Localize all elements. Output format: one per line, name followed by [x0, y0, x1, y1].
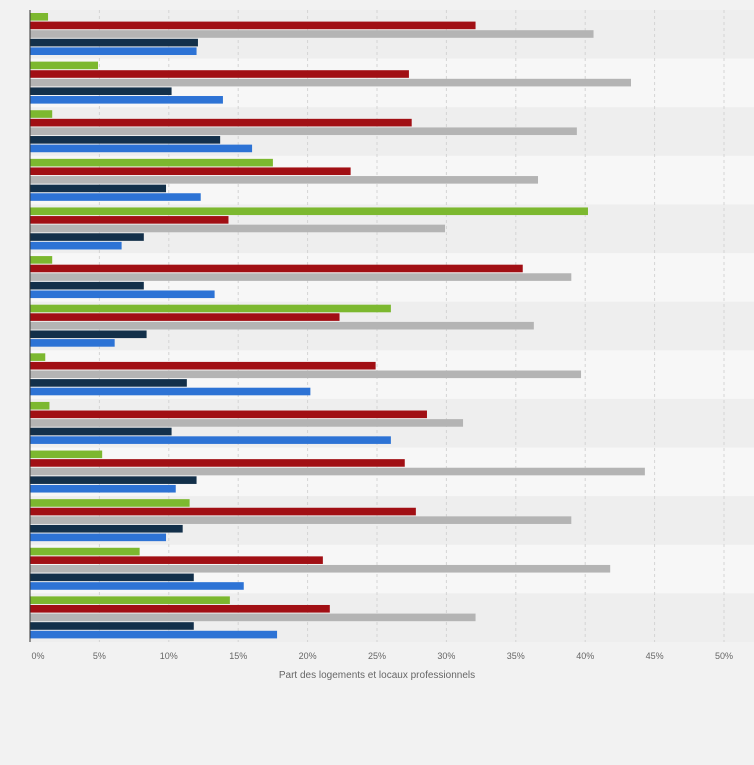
x-tick-label: 20% [299, 651, 317, 661]
bar [30, 61, 99, 70]
bar [30, 313, 340, 321]
bar [30, 233, 144, 241]
bar [30, 604, 330, 613]
bar [30, 507, 416, 516]
bar [30, 87, 172, 96]
bar [30, 158, 273, 167]
bar [30, 96, 223, 104]
bar [30, 144, 253, 153]
x-tick-label: 15% [229, 651, 247, 661]
bar [30, 353, 46, 361]
bar [30, 184, 167, 193]
bar [30, 38, 198, 47]
x-tick-label: 10% [160, 651, 178, 661]
bar [30, 207, 588, 216]
bars [30, 13, 645, 639]
bar [30, 370, 582, 379]
x-tick-label: 35% [507, 651, 525, 661]
bar [30, 127, 577, 136]
bar [30, 256, 53, 264]
bar [30, 361, 376, 370]
x-tick-label: 5% [93, 651, 106, 661]
bar [30, 290, 215, 299]
bar [30, 224, 446, 233]
bar [30, 110, 53, 118]
bar [30, 459, 405, 467]
bar [30, 524, 183, 533]
bar [30, 241, 122, 250]
bar [30, 78, 632, 87]
bar [30, 304, 391, 313]
bar [30, 564, 611, 573]
bar [30, 21, 476, 30]
bar [30, 556, 323, 564]
bar [30, 476, 197, 484]
x-tick-label: 0% [31, 651, 44, 661]
bar [30, 387, 311, 396]
bar [30, 193, 201, 201]
bar [30, 630, 278, 639]
bar [30, 484, 176, 493]
x-tick-label: 30% [437, 651, 455, 661]
bar [30, 427, 172, 436]
bar [30, 401, 50, 410]
bar [30, 467, 645, 476]
bar [30, 13, 49, 21]
bar [30, 30, 594, 38]
bar [30, 410, 427, 419]
bar [30, 516, 572, 524]
bar [30, 176, 539, 184]
bar [30, 582, 244, 590]
bar [30, 47, 197, 55]
bar [30, 533, 167, 542]
bar [30, 419, 464, 427]
bar [30, 339, 115, 347]
bar [30, 450, 103, 459]
bar [30, 499, 190, 507]
bar [30, 264, 523, 273]
bar [30, 167, 351, 176]
bar [30, 436, 391, 444]
bar [30, 573, 194, 582]
bar [30, 613, 476, 622]
bar [30, 118, 412, 127]
bar [30, 379, 187, 387]
bar [30, 70, 409, 78]
bar [30, 136, 221, 144]
bar [30, 273, 572, 281]
x-tick-label: 25% [368, 651, 386, 661]
bar [30, 321, 534, 330]
bar [30, 216, 229, 224]
x-tick-label: 50% [715, 651, 733, 661]
bar [30, 281, 144, 290]
bar [30, 596, 230, 604]
bar [30, 330, 147, 339]
x-tick-labels: 0% 5% 10% 15% 20% 25% 30% 35% 40% 45% 50% [31, 651, 733, 661]
x-tick-label: 40% [576, 651, 594, 661]
x-tick-label: 45% [646, 651, 664, 661]
x-axis-title: Part des logements et locaux professionn… [279, 670, 475, 681]
bar [30, 622, 194, 630]
bar [30, 547, 140, 556]
